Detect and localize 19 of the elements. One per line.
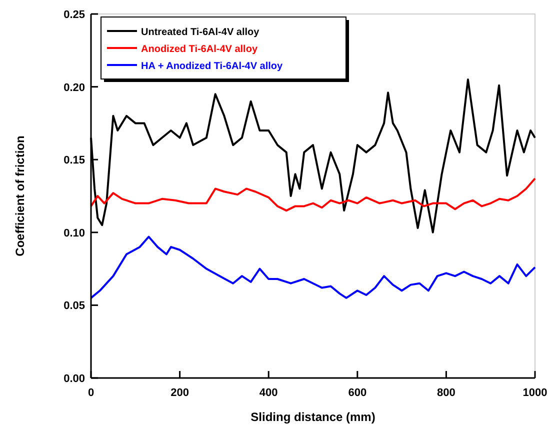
- y-tick-label: 0.25: [64, 9, 85, 21]
- y-tick-label: 0.15: [64, 154, 85, 167]
- y-axis-title: Coefficient of friction: [13, 136, 27, 256]
- x-tick-label: 1000: [522, 387, 548, 399]
- legend-label: Untreated Ti-6Al-4V alloy: [141, 27, 260, 38]
- y-tick-label: 0.10: [64, 227, 85, 240]
- x-tick-label: 800: [437, 387, 456, 399]
- x-tick-label: 600: [348, 387, 367, 399]
- legend-label: Anodized Ti-6Al-4V alloy: [141, 44, 258, 55]
- y-tick-label: 0.20: [64, 82, 85, 94]
- line-series: [90, 236, 536, 299]
- line-series: [90, 178, 536, 212]
- x-tick-label: 0: [88, 387, 94, 399]
- y-tick-label: 0.00: [64, 373, 85, 385]
- y-tick-label: 0.05: [64, 300, 85, 312]
- x-axis-title: Sliding distance (mm): [250, 410, 376, 424]
- x-tick-label: 400: [259, 387, 278, 399]
- legend-label: HA + Anodized Ti-6Al-4V alloy: [141, 61, 284, 72]
- x-tick-label: 200: [170, 387, 189, 399]
